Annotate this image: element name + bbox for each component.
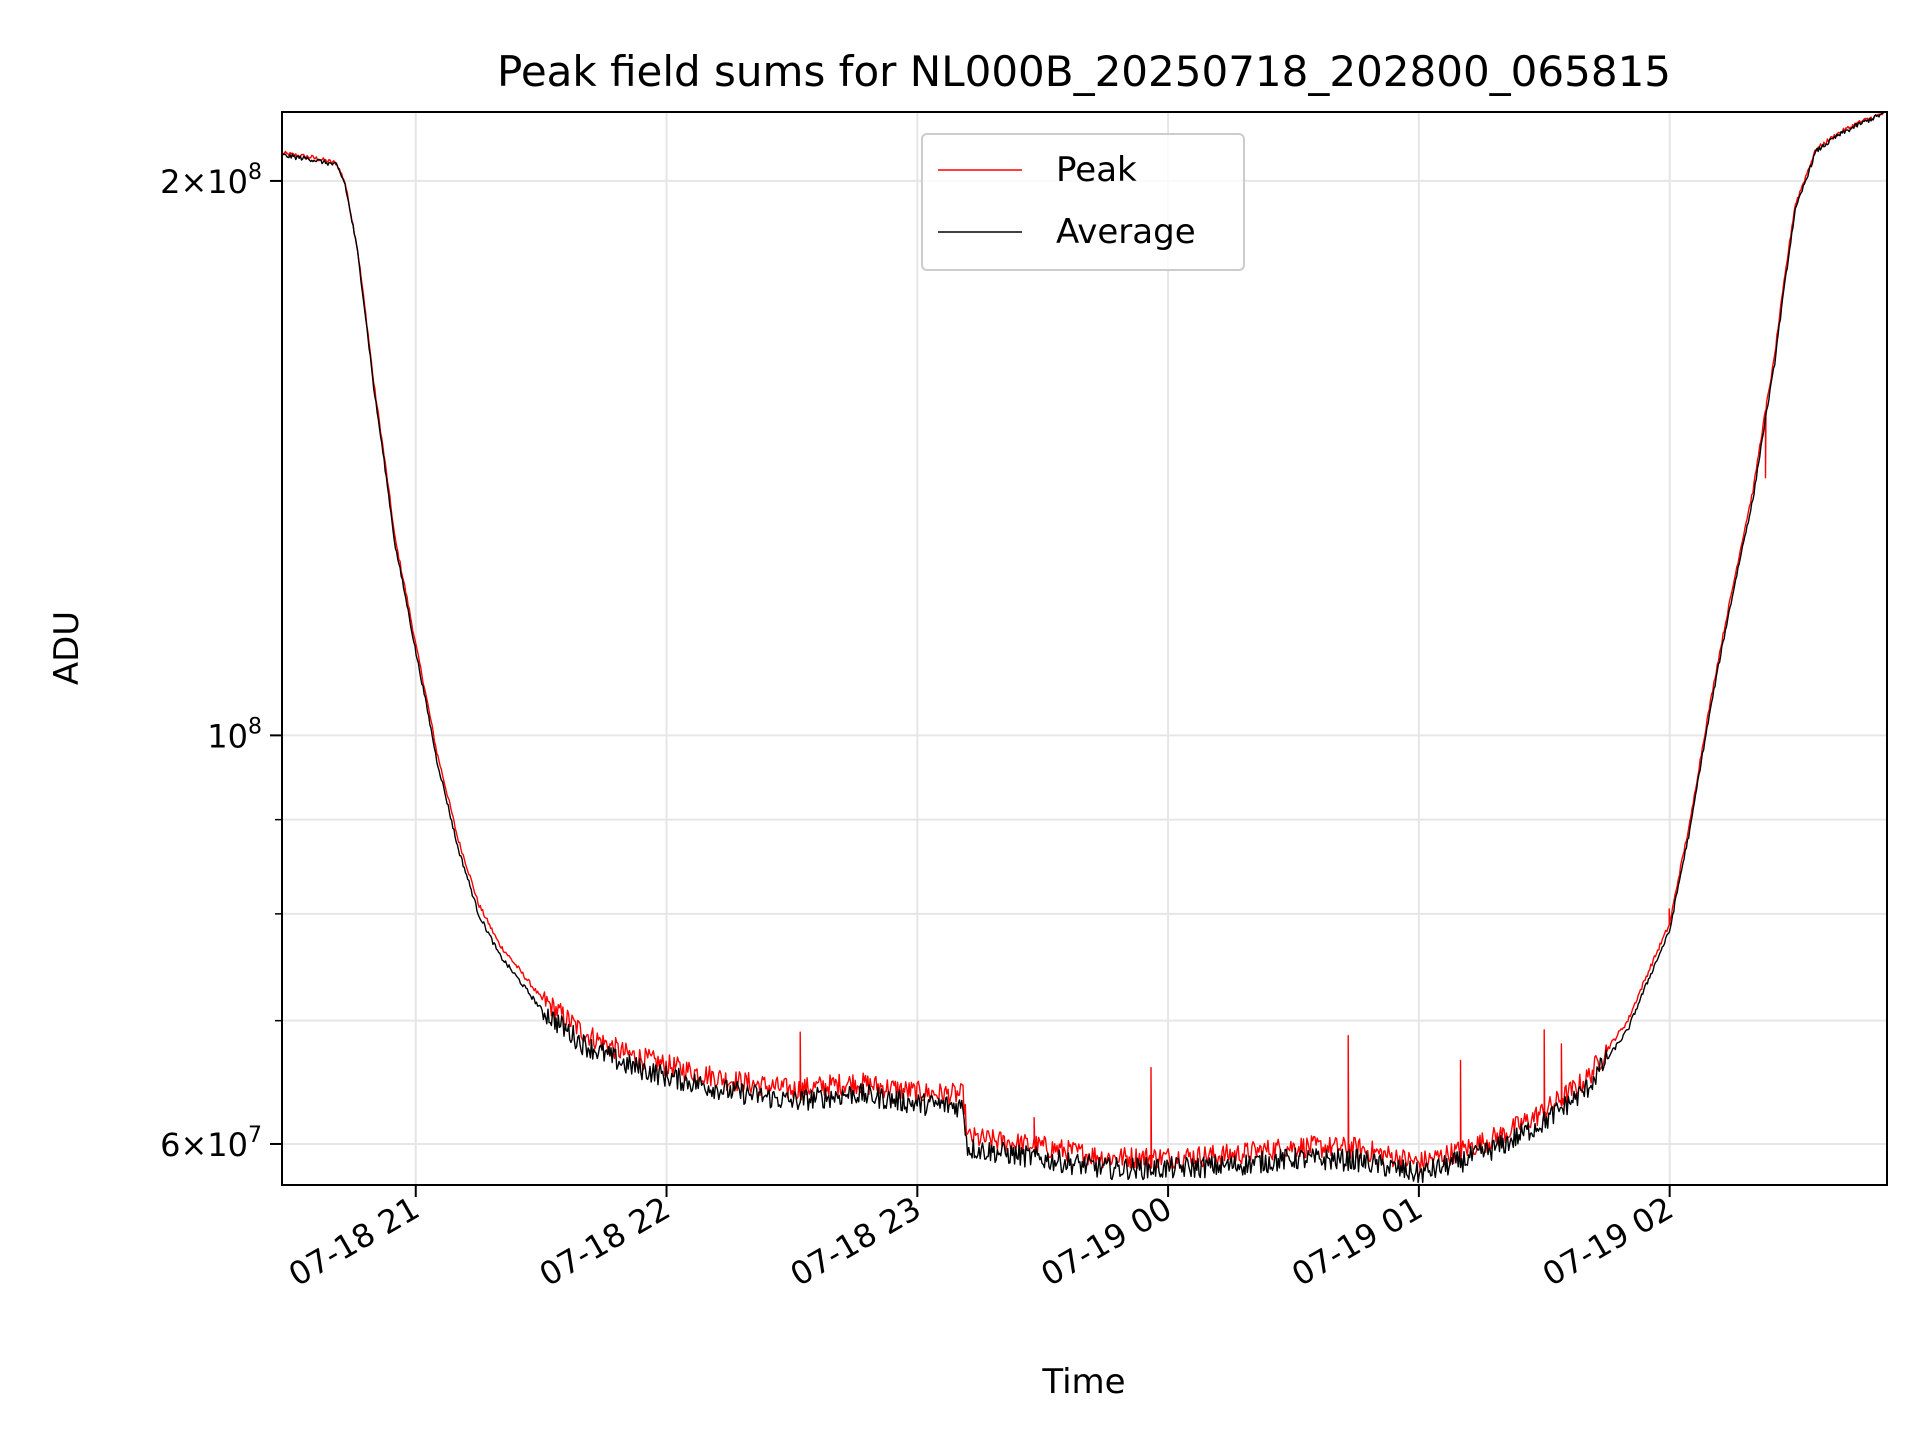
legend-label-average: Average xyxy=(1056,212,1196,252)
y-axis-label: ADU xyxy=(47,611,87,685)
series-line-average xyxy=(282,112,1887,1184)
x-axis-label: Time xyxy=(1041,1362,1125,1402)
y-tick-label: 108 xyxy=(207,714,262,755)
y-tick-label: 2×108 xyxy=(160,160,262,201)
chart-title: Peak field sums for NL000B_20250718_2028… xyxy=(497,47,1671,96)
y-tick-label: 6×107 xyxy=(160,1123,262,1164)
grid xyxy=(282,112,1887,1185)
legend-box xyxy=(921,133,1245,271)
legend-label-peak: Peak xyxy=(1056,150,1137,190)
plot-frame xyxy=(281,111,1888,1186)
legend: Peak Average xyxy=(921,133,1245,271)
series-layer xyxy=(282,112,1887,1184)
